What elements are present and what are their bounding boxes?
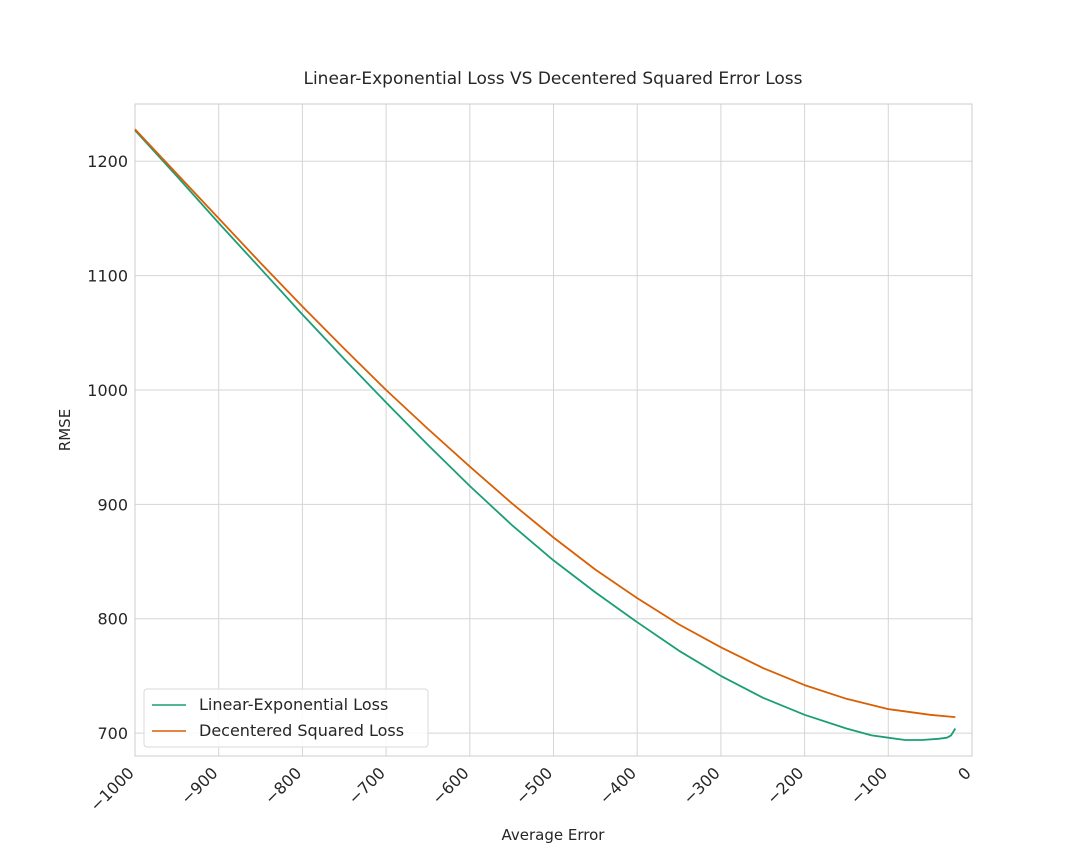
series-line-0 — [134, 129, 957, 741]
series-line-1 — [134, 128, 956, 718]
x-axis-label: Average Error — [502, 826, 606, 844]
plot-frame — [134, 103, 973, 757]
x-tick-label: −400 — [596, 763, 641, 808]
x-tick-label: −200 — [763, 763, 808, 808]
y-tick-label: 1200 — [87, 152, 128, 171]
legend-box — [143, 688, 429, 748]
y-tick-label: 1000 — [87, 381, 128, 400]
y-axis-label: RMSE — [56, 409, 74, 451]
y-tick-labels: 700 800 900 1000 1100 1200 — [87, 152, 128, 743]
x-tick-label: 0 — [954, 763, 975, 784]
x-tick-label: −100 — [847, 763, 892, 808]
series-lines — [134, 128, 957, 741]
y-tick-label: 800 — [97, 610, 128, 629]
x-tick-label: −1000 — [86, 763, 138, 815]
x-tick-label: −300 — [679, 763, 724, 808]
chart-title: Linear-Exponential Loss VS Decentered Sq… — [303, 69, 802, 89]
x-tick-label: −800 — [261, 763, 306, 808]
x-tick-label: −900 — [177, 763, 222, 808]
legend-label-decentered-squared: Decentered Squared Loss — [199, 721, 404, 740]
y-tick-label: 700 — [97, 724, 128, 743]
legend: Linear-Exponential Loss Decentered Squar… — [143, 688, 429, 748]
x-tick-label: −500 — [512, 763, 557, 808]
x-tick-labels: −1000 −900 −800 −700 −600 −500 −400 −300 −200 −10… — [86, 763, 975, 815]
x-tick-label: −600 — [428, 763, 473, 808]
y-tick-label: 1100 — [87, 267, 128, 286]
grid-lines — [134, 104, 973, 756]
x-tick-label: −700 — [344, 763, 389, 808]
legend-label-linear-exponential: Linear-Exponential Loss — [199, 695, 388, 714]
y-tick-label: 900 — [97, 495, 128, 514]
